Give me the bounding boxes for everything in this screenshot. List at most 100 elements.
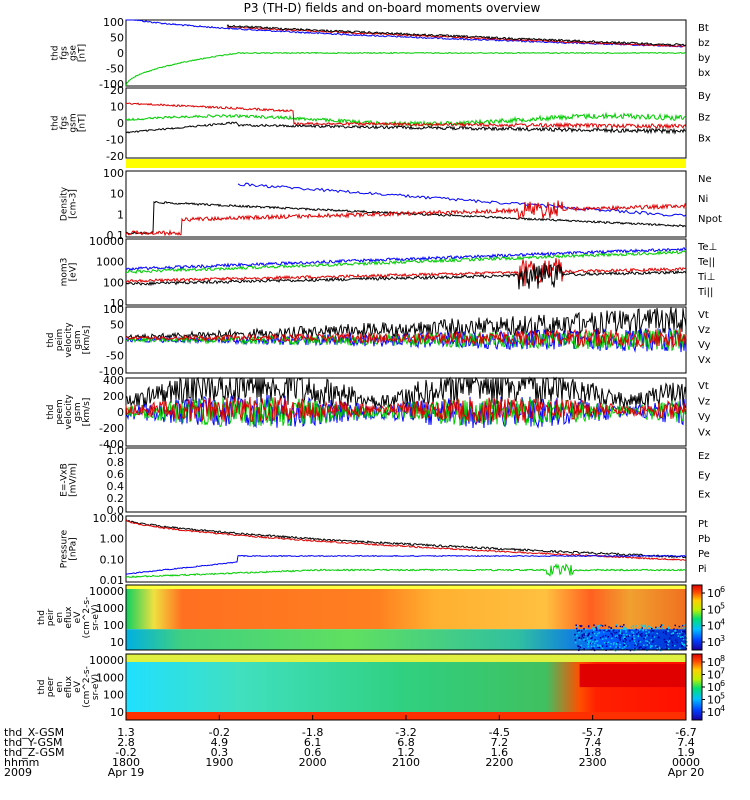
spectrogram-pixel <box>641 627 643 629</box>
spectrogram-pixel <box>576 630 579 633</box>
x-axis-value: 7.2 <box>491 736 509 749</box>
panel-frame <box>125 584 687 651</box>
spectrogram-pixel <box>683 624 685 626</box>
x-axis-value: -0.2 <box>115 746 136 759</box>
spectrogram-hot-region <box>579 664 686 688</box>
spectrogram-pixel <box>682 644 685 646</box>
spectrogram-pixel <box>637 635 639 638</box>
y-tick-label: -10 <box>106 134 124 147</box>
spectrogram-pixel <box>667 630 669 632</box>
spectrogram-pixel <box>578 648 581 650</box>
legend-ey: Ey <box>698 470 710 481</box>
x-axis-value: 0.3 <box>211 746 229 759</box>
spectrogram-low <box>126 629 686 650</box>
spectrogram-pixel <box>666 628 668 630</box>
spectrogram-pixel <box>602 631 605 633</box>
spectrogram-pixel <box>644 626 646 628</box>
spectrogram-pixel <box>625 639 627 641</box>
spectrogram-pixel <box>681 642 683 644</box>
y-axis-label-line: thd <box>37 610 47 625</box>
y-tick-label: 0.8 <box>107 456 125 469</box>
spectrogram-pixel <box>595 626 597 629</box>
spectrogram-pixel <box>607 636 609 638</box>
spectrogram-pixel <box>637 631 640 634</box>
y-tick-label: 10.00 <box>93 512 125 525</box>
spectrogram-pixel <box>577 645 580 648</box>
spectrogram-pixel <box>606 630 609 632</box>
x-axis-row-label: thd_X-GSM <box>4 726 64 739</box>
y-tick-label: -50 <box>106 63 124 76</box>
spectrogram-pixel <box>650 631 653 633</box>
spectrogram-pixel <box>658 636 660 639</box>
y-tick-label: 10 <box>110 706 124 719</box>
x-axis-row-label: 2009 <box>4 766 32 779</box>
spectrogram-pixel <box>655 626 657 629</box>
spectrogram-pixel <box>660 647 663 650</box>
spectrogram-pixel <box>587 645 589 648</box>
legend-npot: Npot <box>698 214 722 225</box>
series-bx <box>125 121 687 135</box>
spectrogram-pixel <box>633 640 636 642</box>
colorbar <box>691 653 703 721</box>
panel-mode_bar <box>126 159 686 168</box>
x-axis-value: 0000 <box>672 756 700 769</box>
spectrogram-pixel <box>650 639 653 641</box>
spectrogram-pixel <box>668 626 670 629</box>
panel-peir_spec: 10000 1000 100 10 thd peir en eflux eV (cm^2-s-sr… <box>37 584 725 652</box>
spectrogram-pixel <box>678 626 681 629</box>
spectrogram-pixel <box>593 648 595 651</box>
spectrogram-pixel <box>604 634 607 637</box>
spectrogram-pixel <box>601 645 604 647</box>
x-axis-value: 6.8 <box>397 736 415 749</box>
y-axis-label-line: Density <box>60 186 70 221</box>
y-axis-label: thd peem velocity gsm [km/s] <box>46 394 92 430</box>
spectrogram-top-band <box>126 654 686 662</box>
spectrogram-pixel <box>636 633 638 635</box>
spectrogram-pixel <box>583 634 585 637</box>
spectrogram-pixel <box>650 645 652 647</box>
y-axis-label-line: velocity <box>64 394 74 430</box>
spectrogram-pixel <box>681 624 684 627</box>
colorbar-tick-exponent: 3 <box>720 634 725 643</box>
series-bt <box>226 24 687 47</box>
y-axis-label-line: sr-eV) <box>91 604 101 630</box>
spectrogram-pixel <box>613 629 615 631</box>
spectrogram-pixel <box>592 632 595 635</box>
spectrogram-pixel <box>676 628 679 631</box>
spectrogram-pixel <box>671 633 673 635</box>
spectrogram-pixel <box>619 646 621 648</box>
spectrogram-pixel <box>580 644 582 647</box>
spectrogram-pixel <box>587 643 589 646</box>
legend-ne: Ne <box>698 174 712 185</box>
spectrogram-pixel <box>628 629 631 632</box>
panel-peem_velocity: 400 200 0 -200 -400 thd peem velocity gsm [km/s] V… <box>46 374 711 451</box>
spectrogram-pixel <box>618 635 621 637</box>
y-tick-label: 100 <box>103 303 124 316</box>
spectrogram-pixel <box>659 647 661 650</box>
legend-bz: bz <box>698 38 710 49</box>
y-axis-label-line: [km/s] <box>82 326 92 355</box>
spectrogram-pixel <box>623 646 626 648</box>
y-tick-label: 100 <box>103 16 124 29</box>
y-tick-label: 0.1 <box>107 229 125 242</box>
spectrogram-pixel <box>605 642 608 645</box>
spectrogram-pixel <box>636 645 639 647</box>
y-axis-label-line: [eV] <box>69 263 79 282</box>
y-axis-label: thd fgs gsm [nT] <box>51 113 88 132</box>
spectrogram-pixel <box>613 631 615 634</box>
y-axis-label-line: fgs <box>60 46 70 60</box>
x-axis-value: 4.9 <box>211 736 229 749</box>
spectrogram-pixel <box>607 641 610 643</box>
spectrogram-pixel <box>624 637 627 640</box>
spectrogram-pixel <box>670 640 673 642</box>
legend-pt: Pt <box>698 519 708 530</box>
spectrogram-pixel <box>636 631 639 633</box>
y-tick-label: 10 <box>110 188 124 201</box>
y-axis-label-line: gsm <box>73 330 83 349</box>
spectrogram-pixel <box>644 624 647 626</box>
mode-bar <box>126 159 686 168</box>
series-vz <box>125 327 687 348</box>
colorbar-tick-label: 10 <box>707 656 721 669</box>
spectrogram-pixel <box>646 640 649 643</box>
